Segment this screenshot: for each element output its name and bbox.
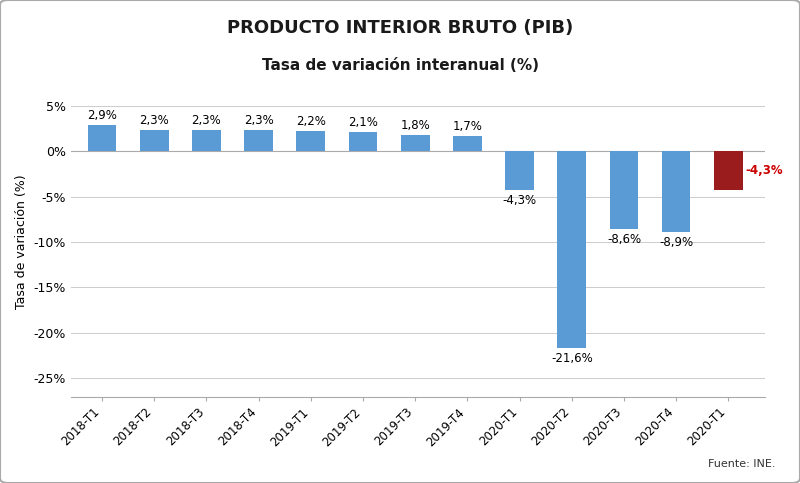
Bar <box>349 132 378 151</box>
Bar <box>140 130 169 151</box>
Bar <box>88 125 117 151</box>
Bar <box>714 151 742 190</box>
Text: -8,9%: -8,9% <box>659 236 694 249</box>
Bar <box>506 151 534 190</box>
Bar <box>662 151 690 232</box>
Text: -4,3%: -4,3% <box>502 194 537 207</box>
Text: 1,8%: 1,8% <box>400 119 430 132</box>
Text: Tasa de variación interanual (%): Tasa de variación interanual (%) <box>262 58 538 73</box>
Text: PRODUCTO INTERIOR BRUTO (PIB): PRODUCTO INTERIOR BRUTO (PIB) <box>227 19 573 37</box>
Y-axis label: Tasa de variación (%): Tasa de variación (%) <box>15 175 28 309</box>
Bar <box>558 151 586 347</box>
Bar <box>297 131 325 151</box>
Text: 2,2%: 2,2% <box>296 115 326 128</box>
Text: 2,9%: 2,9% <box>87 109 117 122</box>
Text: -8,6%: -8,6% <box>607 233 641 246</box>
Bar <box>244 130 273 151</box>
Bar <box>401 135 430 151</box>
Text: 2,3%: 2,3% <box>139 114 169 128</box>
Text: 2,1%: 2,1% <box>348 116 378 129</box>
Text: -21,6%: -21,6% <box>551 352 593 365</box>
Text: 2,3%: 2,3% <box>191 114 222 128</box>
Text: Fuente: INE.: Fuente: INE. <box>709 458 776 469</box>
Bar <box>192 130 221 151</box>
Text: -4,3%: -4,3% <box>746 164 783 177</box>
Bar <box>610 151 638 229</box>
Bar <box>453 136 482 151</box>
Text: 1,7%: 1,7% <box>453 120 482 133</box>
Text: 2,3%: 2,3% <box>244 114 274 128</box>
